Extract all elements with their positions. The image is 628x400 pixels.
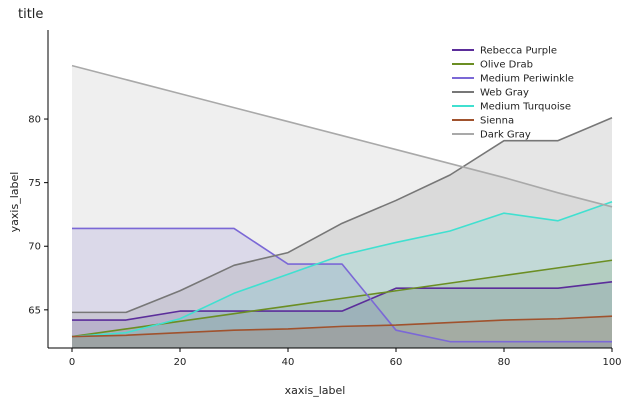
x-tick-label: 0 <box>69 357 75 368</box>
legend-label-dark-gray: Dark Gray <box>480 130 531 141</box>
x-tick-label: 100 <box>602 357 621 368</box>
y-tick-label: 65 <box>28 305 41 316</box>
area-olive-drab <box>72 260 612 348</box>
legend-label-medium-turquoise: Medium Turquoise <box>480 102 571 113</box>
line-medium-periwinkle <box>72 227 612 343</box>
line-dark-gray <box>71 64 613 208</box>
y-tick-label: 80 <box>28 115 41 126</box>
x-axis-title: xaxis_label <box>285 384 346 397</box>
area-web-gray <box>72 117 612 348</box>
legend-label-olive-drab: Olive Drab <box>480 60 533 71</box>
line-web-gray <box>72 117 613 314</box>
legend-label-web-gray: Web Gray <box>480 88 529 99</box>
y-axis-title: yaxis_label <box>8 172 21 233</box>
x-tick-label: 40 <box>282 357 295 368</box>
line-sienna <box>71 315 613 338</box>
legend-label-sienna: Sienna <box>480 116 514 127</box>
series-lines <box>71 64 613 343</box>
legend: Rebecca Purple Olive Drab Medium Periwinkl… <box>452 46 574 141</box>
line-rebecca-purple <box>72 281 613 321</box>
legend-label-medium-periwinkle: Medium Periwinkle <box>480 74 574 85</box>
y-tick-label: 75 <box>28 178 41 189</box>
x-tick-label: 80 <box>498 357 511 368</box>
x-tick-label: 60 <box>390 357 403 368</box>
line-medium-turquoise <box>71 200 613 338</box>
area-sienna <box>72 316 612 348</box>
chart-title: title <box>18 7 43 22</box>
y-tick-label: 70 <box>28 242 41 253</box>
legend-label-rebecca-purple: Rebecca Purple <box>480 46 557 57</box>
x-tick-label: 20 <box>174 357 187 368</box>
axes: 65 70 75 80 0 20 40 60 80 100 <box>28 30 622 368</box>
